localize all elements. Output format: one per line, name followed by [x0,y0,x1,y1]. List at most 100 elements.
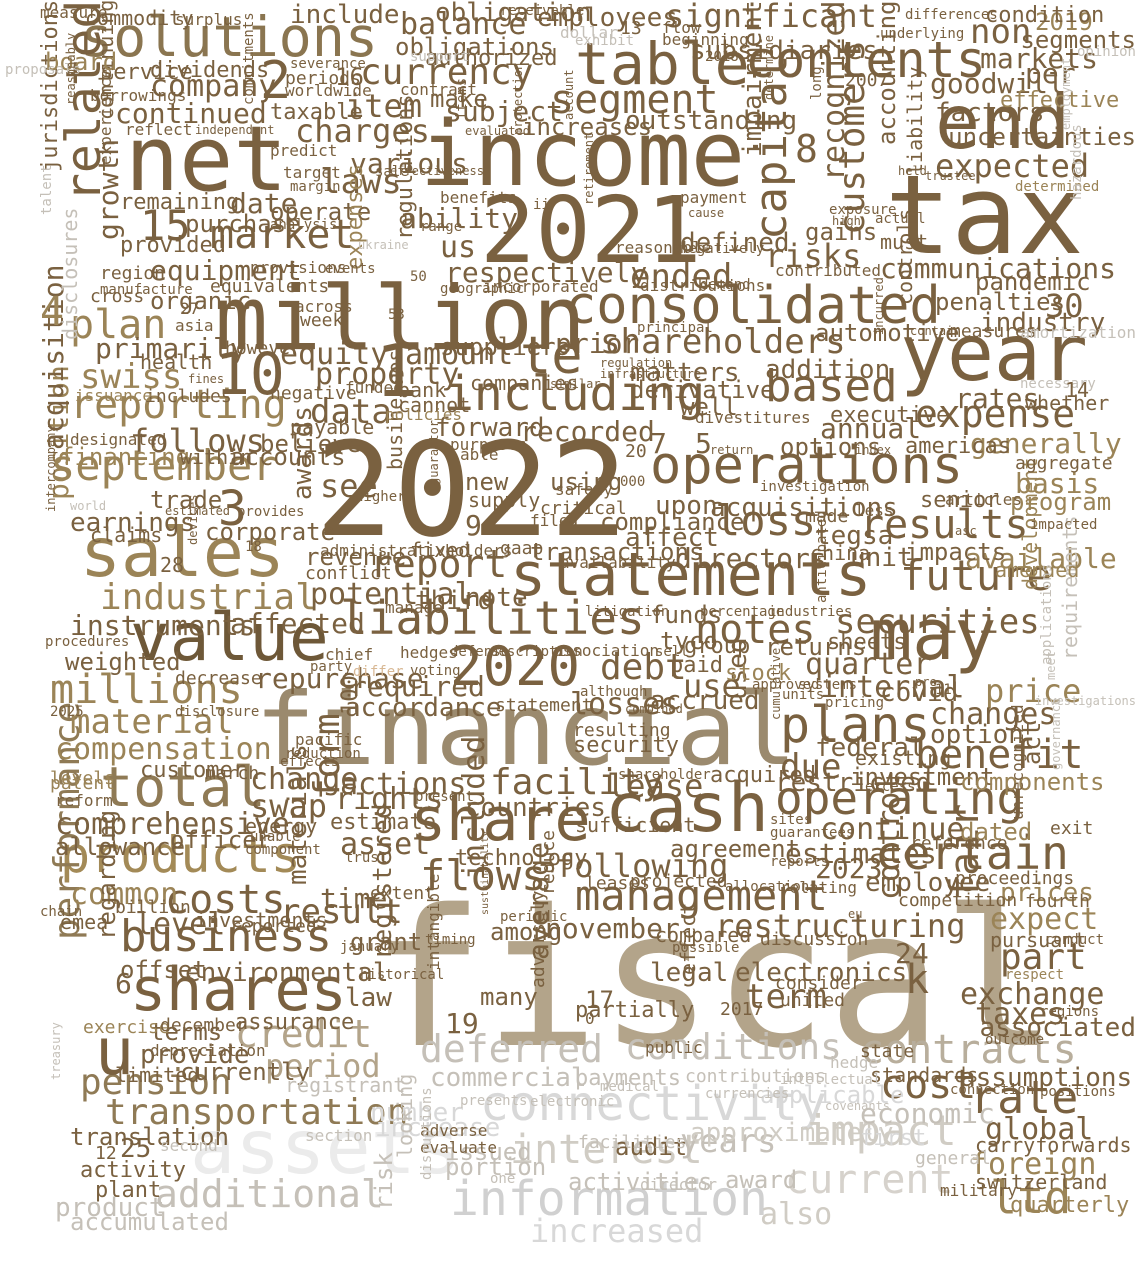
word: notes [695,607,816,653]
word: dividends [150,58,270,83]
word: manage [385,598,443,617]
word: switzerland [975,1170,1108,1194]
word: expected [935,147,1090,185]
word: patent [50,773,116,794]
word: increased [530,1212,704,1250]
word: primarily [95,332,247,365]
word: march [205,763,260,784]
word: shares [130,955,347,1025]
word: region [100,263,166,284]
word: agreement [670,835,801,863]
word: differences [905,7,998,23]
word: flows [420,851,547,900]
word: federal [815,733,925,763]
word: potential [310,577,473,612]
word: net [125,107,288,212]
word: percentage [700,604,785,620]
word: positions [1040,1084,1116,1100]
word: repurchase [255,662,424,695]
word: data [310,392,392,432]
word: derivative [630,376,775,404]
word: include [290,0,400,30]
word: differ [353,664,404,680]
word: 2021 [480,177,702,284]
word: safety [555,480,613,499]
word: environmental [185,958,389,988]
word: projected [630,871,728,892]
word: equipment [150,254,302,287]
word: regulation [600,356,673,370]
word: impacts [905,538,1007,566]
word: total [100,755,266,819]
word: terms [150,1018,223,1046]
word: association [553,641,659,660]
word: property [315,357,460,392]
word: excess [865,779,916,795]
word: commodity [85,6,194,30]
word: contracts [860,1027,1077,1073]
word: applicable [760,1081,905,1109]
word: asc [955,524,977,538]
word: reduce [538,829,559,895]
word: components [960,768,1105,796]
word: compared [655,923,752,947]
word: increases [522,113,653,141]
word: must [880,230,929,254]
word: bank [398,378,447,402]
word: retirement [582,132,596,205]
word: common [70,877,179,912]
word: policies [385,405,463,424]
word: condition [985,3,1105,28]
word: customer [140,758,246,783]
word: program [1010,488,1112,516]
word: 1 [375,329,419,413]
word: holders [445,541,513,560]
word: reporting [70,382,287,428]
word: 2020 [450,635,581,698]
word: foreign [970,1147,1097,1182]
word: provide [140,1040,250,1070]
word: 25 [120,1134,152,1164]
word: significant [665,0,877,35]
word: information [450,1171,768,1227]
word: report [370,542,508,586]
word: estimate [330,810,436,835]
word: intercompany [44,425,58,512]
word: trust [345,850,388,866]
word: devices [186,494,200,545]
word: officer [170,826,272,854]
word: due [780,747,842,787]
word: negative [270,383,357,404]
word: long [809,66,825,100]
word: 18 [245,539,262,555]
word: millions [50,667,243,713]
word: payable [290,415,375,439]
word: meet [1044,651,1058,680]
word: issued [445,1138,532,1166]
word: however [225,338,301,359]
word: respectively [445,256,648,289]
word: sale [375,164,409,180]
word: option [930,720,1024,750]
word: segments [1020,26,1136,54]
word: incurred [872,277,886,335]
word: rates [955,382,1040,415]
word: operating [775,771,1025,825]
word: 13 [620,18,642,39]
word: effects [280,754,340,770]
word: actions [340,767,467,802]
word: claims [90,523,163,547]
word: activities [568,1168,713,1196]
word: date [230,187,298,220]
word: employees [537,3,678,33]
word: possible [672,940,740,956]
word: estimates [785,837,937,870]
word: conditions [625,1027,842,1068]
word: margin [290,179,341,195]
word: limited [115,1063,200,1087]
word: plant [95,1178,162,1203]
word: 4 [40,289,65,335]
word: issuance [75,386,153,405]
word: 17 [585,986,614,1014]
word: governance [1049,697,1063,770]
